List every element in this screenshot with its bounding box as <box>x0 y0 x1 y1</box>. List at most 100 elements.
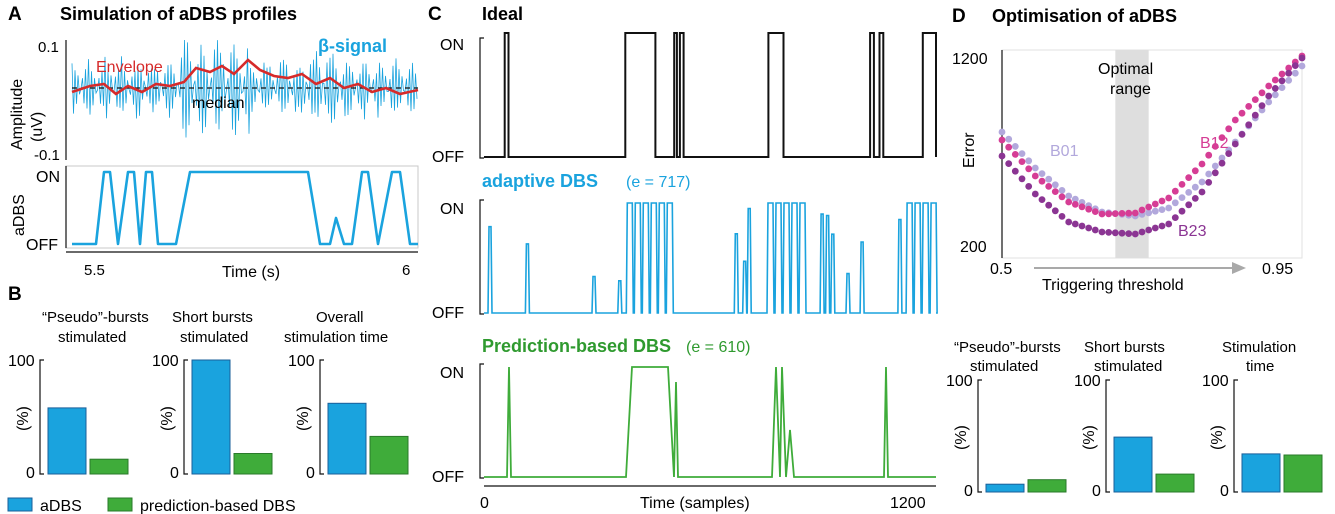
adaptive-trace <box>484 202 938 314</box>
scatter-point-b12 <box>1278 70 1286 78</box>
panel-c-ideal-plot: ON OFF <box>432 32 937 166</box>
scatter-point-b01 <box>1031 164 1039 172</box>
panel-a-letter: A <box>8 4 22 25</box>
panel-c-prediction-plot: ON OFF 0 1200 Time (samples) <box>432 363 936 512</box>
panel-d-chart-1: 100 0 (%) <box>946 373 1067 500</box>
panel-c-xlabel: Time (samples) <box>640 495 750 512</box>
panel-d-bar-title-2b: stimulated <box>1094 358 1162 375</box>
scatter-point-b23 <box>1131 230 1139 238</box>
scatter-point-b01 <box>1205 170 1213 178</box>
beta-signal-label: β-signal <box>318 36 387 56</box>
panel-b-chart-2: 100 0 (%) <box>152 353 273 482</box>
scatter-point-b12 <box>1238 109 1246 117</box>
scatter-point-b12 <box>1051 188 1059 196</box>
scatter-point-b01 <box>1005 135 1013 143</box>
scatter-point-b23 <box>1258 102 1266 109</box>
panel-d-letter: D <box>952 6 966 27</box>
scatter-point-b23 <box>1125 230 1133 238</box>
scatter-point-b12 <box>1251 96 1259 103</box>
scatter-point-b23 <box>1298 54 1306 62</box>
scatter-point-b23 <box>1238 131 1246 138</box>
scatter-point-b23 <box>1205 179 1213 186</box>
scatter-point-b01 <box>1045 175 1053 183</box>
scatter-point-b01 <box>1151 207 1159 215</box>
scatter-point-b23 <box>1185 201 1193 209</box>
series-label-b12: B12 <box>1200 135 1229 152</box>
panel-b-letter: B <box>8 284 22 305</box>
scatter-point-b23 <box>1018 175 1026 183</box>
scatter-point-b23 <box>1051 207 1059 215</box>
scatter-point-b12 <box>1018 158 1026 166</box>
scatter-point-b12 <box>1158 197 1166 205</box>
scatter-point-b12 <box>1125 209 1133 217</box>
scatter-point-b01 <box>998 128 1006 136</box>
panel-d-chart-3: 100 0 (%) <box>1202 373 1323 500</box>
scatter-point-b23 <box>1005 160 1013 168</box>
scatter-point-b23 <box>1038 196 1046 204</box>
panel-d-frame <box>1001 49 1303 259</box>
panel-d-xtick-left: 0.5 <box>990 261 1012 278</box>
panel-b-yaxis <box>183 359 188 475</box>
scatter-point-b12 <box>1091 208 1099 216</box>
scatter-point-b01 <box>1051 181 1059 189</box>
scatter-point-b23 <box>1285 69 1293 77</box>
scatter-point-b12 <box>1078 203 1086 211</box>
scatter-point-b23 <box>1045 201 1053 209</box>
scatter-point-b23 <box>1178 207 1186 215</box>
panel-a-ylabel-adbs: aDBS <box>11 194 28 236</box>
scatter-point-b12 <box>1225 125 1233 133</box>
panel-d-scatter-plot: 1200 200 Error Optimal range B01 B12 B23… <box>952 49 1306 294</box>
panel-b-title-2a: Short bursts <box>172 309 253 326</box>
scatter-point-b01 <box>1065 192 1073 200</box>
panel-d-ytick-top: 100 <box>1202 373 1229 390</box>
panel-d-xtick-right: 0.95 <box>1262 261 1293 278</box>
scatter-point-b23 <box>1011 167 1019 175</box>
scatter-point-b01 <box>1158 206 1166 214</box>
panel-c-xtick-right: 1200 <box>890 495 926 512</box>
panel-d-ytick-bottom: 0 <box>1092 483 1101 500</box>
panel-a-off-label: OFF <box>26 237 58 254</box>
panel-d-bar-prediction <box>1155 473 1195 493</box>
scatter-point-b12 <box>1265 82 1273 90</box>
scatter-point-b01 <box>1191 183 1199 191</box>
scatter-point-b23 <box>1278 77 1286 85</box>
adaptive-off-label: OFF <box>432 305 464 322</box>
panel-b-titles: “Pseudo”-bursts stimulated Short bursts … <box>42 309 388 346</box>
panel-d-ylabel: (%) <box>953 425 970 450</box>
legend-label-adbs: aDBS <box>40 498 82 514</box>
ideal-on-label: ON <box>440 37 464 54</box>
scatter-point-b23 <box>1158 222 1166 230</box>
scatter-point-b23 <box>1098 228 1106 236</box>
panel-d-bar-prediction <box>1027 479 1067 493</box>
panel-b-bar-prediction <box>233 453 273 475</box>
scatter-point-b12 <box>1198 160 1206 168</box>
adaptive-title: adaptive DBS <box>482 171 598 191</box>
panel-b-ytick-bottom: 0 <box>170 465 179 482</box>
scatter-point-b12 <box>1098 210 1106 218</box>
scatter-point-b23 <box>1251 111 1259 119</box>
panel-d-bar-adbs <box>1113 436 1153 493</box>
panel-b-ylabel: (%) <box>295 406 312 431</box>
scatter-point-b23 <box>1085 224 1093 232</box>
panel-b-ytick-bottom: 0 <box>306 465 315 482</box>
panel-d-bar-title-1a: “Pseudo”-bursts <box>954 339 1061 356</box>
panel-b-bar-charts: 100 0 (%) 100 0 (%) 100 0 (%) <box>8 353 409 482</box>
scatter-point-b12 <box>1271 76 1279 84</box>
scatter-point-b01 <box>1011 143 1019 150</box>
scatter-point-b12 <box>1065 198 1073 206</box>
panel-a-signal-plot: 0.1 -0.1 Amplitude (uV) Envelope β-signa… <box>9 36 419 164</box>
scatter-point-b01 <box>1018 150 1026 158</box>
panel-d-bar-adbs <box>1241 453 1281 493</box>
scatter-point-b23 <box>1071 220 1079 228</box>
panel-b-ytick-bottom: 0 <box>26 465 35 482</box>
panel-d-bar-charts: 100 0 (%) 100 0 (%) 100 0 (%) <box>946 373 1323 500</box>
prediction-trace <box>484 366 936 478</box>
scatter-point-b12 <box>1011 151 1019 158</box>
envelope-label: Envelope <box>96 59 163 76</box>
optimal-range-band <box>1115 50 1149 258</box>
panel-c-ideal-title: Ideal <box>482 4 523 24</box>
panel-a-ylabel-unit: (uV) <box>29 112 46 142</box>
legend-swatch-pred <box>107 497 133 512</box>
optimal-label-2: range <box>1110 81 1151 98</box>
scatter-point-b23 <box>1171 214 1179 222</box>
